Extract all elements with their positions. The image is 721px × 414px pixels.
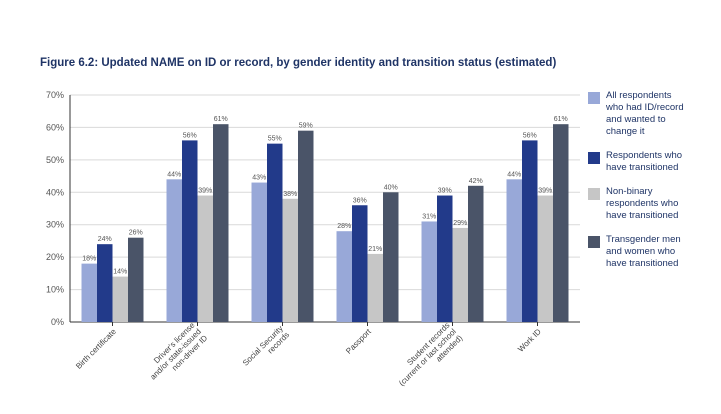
data-label: 39% bbox=[538, 188, 552, 195]
legend-label: Respondents who have transitioned bbox=[606, 150, 683, 173]
bar bbox=[336, 231, 352, 322]
legend-label: All respondents who had ID/record and want… bbox=[606, 90, 684, 137]
legend-swatch bbox=[588, 236, 600, 248]
legend-swatch bbox=[588, 92, 600, 104]
legend-swatch bbox=[588, 188, 600, 200]
data-label: 24% bbox=[98, 236, 112, 243]
legend-label: Transgender men and women who have transit… bbox=[606, 234, 681, 269]
bar bbox=[112, 276, 128, 322]
bar bbox=[468, 185, 484, 322]
y-tick-label: 10% bbox=[46, 285, 64, 295]
bar bbox=[97, 244, 113, 322]
data-label: 21% bbox=[368, 246, 382, 253]
data-label: 55% bbox=[268, 136, 282, 143]
y-tick-label: 0% bbox=[51, 317, 64, 327]
legend-label: Non-binary respondents who have transition… bbox=[606, 186, 679, 221]
data-label: 43% bbox=[252, 175, 266, 182]
bar bbox=[182, 140, 198, 322]
data-label: 61% bbox=[214, 116, 228, 123]
bar bbox=[421, 221, 437, 322]
bar bbox=[81, 263, 97, 322]
data-label: 26% bbox=[129, 230, 143, 237]
data-label: 61% bbox=[554, 116, 568, 123]
data-label: 18% bbox=[82, 256, 96, 263]
bar bbox=[437, 195, 453, 322]
data-label: 44% bbox=[167, 171, 181, 178]
data-label: 39% bbox=[438, 188, 452, 195]
legend-item: All respondents who had ID/record and want… bbox=[588, 90, 718, 138]
data-label: 59% bbox=[299, 123, 313, 130]
y-tick-label: 20% bbox=[46, 252, 64, 262]
data-label: 42% bbox=[469, 178, 483, 185]
data-label: 44% bbox=[507, 171, 521, 178]
bar bbox=[166, 179, 182, 322]
data-label: 40% bbox=[384, 184, 398, 191]
y-tick-label: 50% bbox=[46, 155, 64, 165]
bar bbox=[282, 198, 298, 322]
bar bbox=[553, 124, 569, 322]
data-label: 14% bbox=[113, 269, 127, 276]
bar bbox=[267, 143, 283, 322]
y-tick-label: 60% bbox=[46, 122, 64, 132]
x-tick-label: (current or last school bbox=[397, 327, 458, 388]
data-label: 29% bbox=[453, 220, 467, 227]
x-tick-label: Passport bbox=[344, 327, 373, 356]
data-label: 31% bbox=[422, 213, 436, 220]
bar bbox=[452, 227, 468, 322]
bar bbox=[128, 237, 144, 322]
legend-swatch bbox=[588, 152, 600, 164]
bar bbox=[197, 195, 213, 322]
x-tick-label-group: Work ID bbox=[516, 327, 543, 354]
bar bbox=[383, 192, 399, 322]
data-label: 36% bbox=[353, 197, 367, 204]
data-label: 56% bbox=[183, 132, 197, 139]
y-tick-label: 40% bbox=[46, 187, 64, 197]
x-tick-label: Work ID bbox=[516, 327, 543, 354]
bar bbox=[213, 124, 229, 322]
bar bbox=[522, 140, 538, 322]
y-tick-label: 70% bbox=[46, 90, 64, 100]
x-tick-label-group: Student records(current or last schoolat… bbox=[397, 321, 464, 388]
x-tick-label-group: Passport bbox=[344, 327, 373, 356]
legend-item: Transgender men and women who have transit… bbox=[588, 234, 718, 270]
legend-item: Non-binary respondents who have transition… bbox=[588, 186, 718, 222]
bar bbox=[506, 179, 522, 322]
chart-title: Figure 6.2: Updated NAME on ID or record… bbox=[40, 57, 557, 69]
y-tick-label: 30% bbox=[46, 220, 64, 230]
bar bbox=[537, 195, 553, 322]
data-label: 28% bbox=[337, 223, 351, 230]
legend-item: Respondents who have transitioned bbox=[588, 150, 718, 174]
bar bbox=[352, 205, 368, 322]
x-tick-label-group: Birth certificate bbox=[74, 327, 118, 371]
data-label: 38% bbox=[283, 191, 297, 198]
bar bbox=[251, 182, 267, 322]
bar bbox=[367, 253, 383, 322]
data-label: 39% bbox=[198, 188, 212, 195]
data-label: 56% bbox=[523, 132, 537, 139]
x-tick-label: Birth certificate bbox=[74, 327, 118, 371]
chart-legend: All respondents who had ID/record and want… bbox=[588, 90, 718, 282]
bar bbox=[298, 130, 314, 322]
